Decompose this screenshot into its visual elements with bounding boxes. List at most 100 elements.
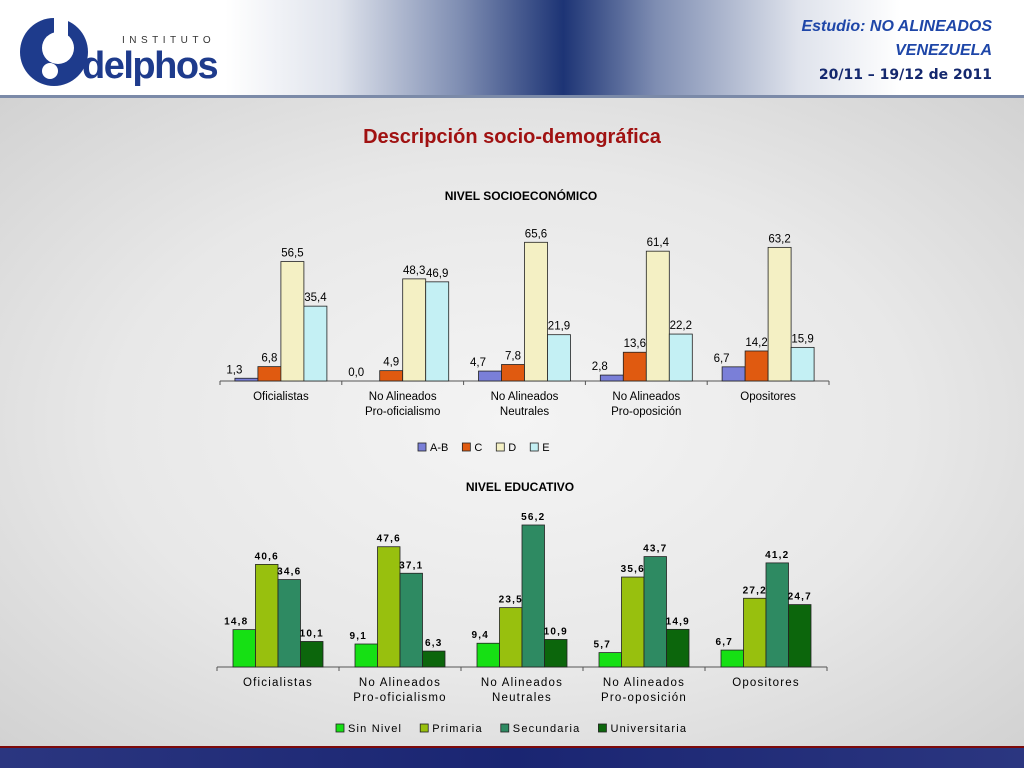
bar (645, 250, 670, 382)
header-banner (0, 0, 1024, 95)
bar (622, 351, 647, 382)
legend-swatch (500, 723, 510, 733)
x-tick-label: No Alineados (369, 391, 437, 403)
chart-education: NIVEL EDUCATIVO 14,8 40,6 34,6 10,1 Oficialis… (216, 480, 828, 735)
data-label: 21,9 (548, 321, 570, 333)
bar (232, 629, 256, 668)
x-tick-label: Pro-oficialismo (353, 692, 446, 704)
data-label: 0,0 (348, 367, 364, 379)
x-tick-label: Neutrales (500, 406, 549, 418)
logo-brand-text: delphos (82, 45, 218, 87)
bar (478, 370, 502, 382)
legend-label: Universitaria (610, 723, 687, 735)
bar (300, 641, 324, 668)
legend-swatch (495, 442, 505, 452)
bar (476, 642, 500, 668)
data-label: 46,9 (426, 268, 448, 280)
x-tick-label: Neutrales (492, 692, 552, 704)
legend-swatch (419, 723, 429, 733)
study-dates: 20/11 – 19/12 de 2011 (818, 67, 992, 83)
x-tick-label: Opositores (740, 391, 796, 403)
data-label: 65,6 (525, 228, 547, 240)
bar (422, 650, 446, 668)
data-label: 15,9 (791, 333, 813, 345)
data-label: 61,4 (647, 237, 670, 249)
data-label: 10,1 (300, 628, 324, 639)
bar (501, 364, 525, 382)
bar (744, 350, 769, 382)
data-label: 23,5 (499, 595, 523, 606)
legend-swatch (529, 442, 539, 452)
data-label: 14,2 (745, 337, 767, 349)
chart-title: NIVEL EDUCATIVO (466, 480, 574, 494)
data-label: 4,9 (383, 357, 399, 369)
data-label: 9,4 (471, 630, 489, 641)
bar (399, 572, 423, 668)
page-title: Descripción socio-demográfica (363, 126, 661, 148)
legend-swatch (598, 723, 607, 733)
data-label: 24,7 (788, 592, 812, 603)
bar (788, 604, 812, 668)
data-label: 6,7 (714, 353, 730, 365)
bar (721, 366, 746, 382)
data-label: 22,2 (670, 320, 692, 332)
chart-title: NIVEL SOCIOECONÓMICO (445, 188, 597, 203)
bar (402, 278, 427, 382)
legend-label: E (542, 442, 549, 454)
data-label: 5,7 (593, 640, 611, 651)
bar (277, 579, 301, 668)
data-label: 14,9 (666, 616, 690, 627)
data-label: 6,3 (425, 638, 443, 649)
bar (544, 639, 568, 668)
bar (425, 281, 450, 382)
data-label: 35,4 (304, 292, 327, 304)
bar (303, 305, 328, 382)
x-tick-label: No Alineados (612, 391, 680, 403)
data-label: 14,8 (224, 617, 248, 628)
bar (377, 546, 401, 668)
legend-label: C (474, 442, 482, 454)
data-label: 56,5 (281, 248, 303, 260)
x-tick-label: No Alineados (481, 677, 563, 689)
data-label: 47,6 (377, 534, 401, 545)
bar (255, 564, 279, 668)
x-tick-label: Pro-oposición (601, 692, 687, 704)
legend-swatch (335, 723, 345, 733)
data-label: 43,7 (643, 544, 667, 555)
data-label: 1,3 (226, 364, 242, 376)
x-tick-label: Oficialistas (243, 677, 313, 689)
bar (547, 334, 571, 382)
x-tick-label: No Alineados (359, 677, 441, 689)
data-label: 2,8 (592, 361, 608, 373)
x-tick-label: No Alineados (603, 677, 685, 689)
data-label: 6,8 (261, 353, 277, 365)
data-label: 7,8 (505, 351, 521, 363)
bar (521, 524, 545, 668)
bar (621, 576, 645, 668)
data-label: 40,6 (255, 551, 279, 562)
legend-label: Sin Nivel (348, 723, 402, 735)
data-label: 34,6 (277, 567, 301, 578)
bar (598, 652, 622, 668)
data-label: 4,7 (470, 357, 486, 369)
delphos-logo: INSTITUTO delphos (14, 10, 224, 90)
bar (720, 649, 744, 668)
bar (354, 643, 378, 668)
legend-label: Primaria (432, 723, 483, 735)
data-label: 13,6 (624, 338, 646, 350)
bar (234, 377, 259, 382)
bar (379, 370, 404, 382)
bar (524, 241, 548, 382)
footer-bar (0, 746, 1024, 768)
bar (765, 562, 789, 668)
bar (767, 246, 792, 382)
x-tick-label: Pro-oposición (611, 406, 681, 418)
bar (257, 366, 282, 382)
x-tick-label: Opositores (732, 677, 800, 689)
study-block: Estudio: NO ALINEADOS VENEZUELA (801, 15, 992, 63)
bar (599, 374, 624, 382)
data-label: 9,1 (349, 631, 367, 642)
data-label: 27,2 (743, 585, 767, 596)
bar (743, 597, 767, 668)
data-label: 56,2 (521, 512, 545, 523)
